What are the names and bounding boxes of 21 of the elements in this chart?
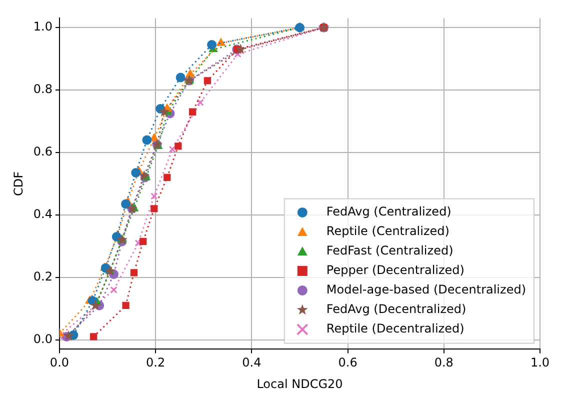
x-tick-label: 0.4 — [242, 356, 262, 370]
y-tick-label: 0.2 — [33, 270, 52, 284]
legend-label: FedAvg (Decentralized) — [326, 302, 466, 316]
legend-label: FedAvg (Centralized) — [326, 204, 452, 219]
legend-label: Reptile (Centralized) — [326, 224, 450, 238]
y-tick-label: 0.6 — [33, 144, 52, 159]
legend-label: Pepper (Decentralized) — [326, 263, 464, 278]
x-tick-label: 0.6 — [338, 356, 358, 370]
y-tick-label: 0.8 — [33, 82, 52, 96]
x-tick-label: 0.8 — [434, 356, 454, 370]
x-tick-label: 0.0 — [50, 356, 70, 370]
x-tick-label: 0.2 — [146, 356, 166, 370]
y-axis-title: CDF — [11, 171, 26, 196]
y-tick-label: 0.0 — [33, 332, 52, 346]
x-tick-label: 1.0 — [530, 356, 550, 370]
legend-label: Model-age-based (Decentralized) — [326, 282, 526, 297]
x-axis-title: Local NDCG20 — [256, 376, 343, 391]
y-tick-label: 0.4 — [33, 207, 52, 222]
legend-label: Reptile (Decentralized) — [326, 322, 464, 336]
legend-label: FedFast (Centralized) — [326, 244, 454, 258]
y-tick-label: 1.0 — [33, 20, 52, 34]
